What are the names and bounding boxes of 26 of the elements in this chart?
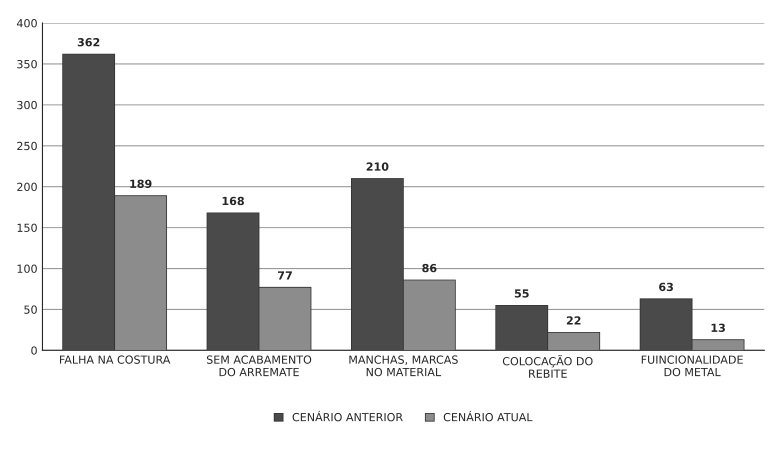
y-tick-label: 300 xyxy=(17,100,37,110)
x-tick-label: FALHA NA COSTURA xyxy=(60,355,170,364)
data-label: 22 xyxy=(566,316,580,324)
y-tick-label: 50 xyxy=(24,305,37,314)
x-tick-label: SEM ACABAMENTO DO ARREMATE xyxy=(206,355,312,376)
data-label: 63 xyxy=(659,282,673,292)
legend-label: CENÁRIO ATUAL xyxy=(444,410,532,422)
y-tick-label: 400 xyxy=(16,19,37,28)
data-label: 86 xyxy=(422,264,436,272)
y-tick-label: 0 xyxy=(31,346,37,355)
x-tick-label: FUINCIONALIDADE DO METAL xyxy=(642,355,743,376)
data-label: 77 xyxy=(278,271,292,280)
data-label: 189 xyxy=(130,180,152,188)
y-tick-label: 200 xyxy=(17,182,37,192)
y-tick-label: 250 xyxy=(17,142,37,150)
x-tick-label: MANCHAS, MARCAS NO MATERIAL xyxy=(349,355,458,376)
y-tick-label: 350 xyxy=(17,60,37,68)
y-tick-label: 100 xyxy=(18,264,37,273)
legend-label: CENÁRIO ANTERIOR xyxy=(292,410,403,422)
data-label: 55 xyxy=(514,289,529,298)
x-tick-label: COLOCAÇÃO DO REBITE xyxy=(502,355,593,378)
data-label: 210 xyxy=(366,162,388,171)
data-label: 168 xyxy=(222,196,244,206)
data-label: 362 xyxy=(78,38,100,46)
data-label: 13 xyxy=(712,324,725,332)
y-tick-label: 150 xyxy=(18,224,37,232)
